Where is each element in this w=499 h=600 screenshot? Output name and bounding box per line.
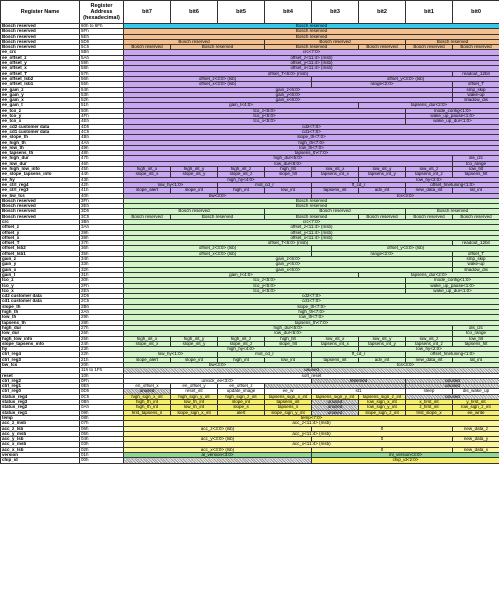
bit-field-cell: slope_sign_y_int bbox=[264, 409, 312, 416]
register-map-table: Register Name Register Address (hexadeci… bbox=[0, 0, 499, 464]
register-row: ee_cd1 customer data 4Ch cd1<7:0> bbox=[0, 128, 499, 136]
register-row: offset_lsb1 35h offset_x<3:0> (lsb) range<2… bbox=[0, 250, 499, 258]
register-row: gain_x 32h gain_x<6:0> shadow_dis bbox=[0, 266, 499, 273]
header-row: Register Name Register Address (hexadeci… bbox=[0, 0, 499, 24]
register-row: ctrl_reg4 22h low_hy<1:0> mot_cd_r ff_cd_r of… bbox=[0, 351, 499, 358]
header-bit2: bit2 bbox=[358, 0, 406, 24]
register-row: acc_x_msb 03h acc_x<11:4> (msb) bbox=[0, 441, 499, 448]
register-row: ee_cd2 customer data 4Dh cd2<7:0> bbox=[0, 123, 499, 130]
bit-field-cell: tapsens_sign_x_int bbox=[264, 393, 312, 401]
register-row: Bosch reserved 3Ch Bosch reserved Bosch res… bbox=[0, 213, 499, 221]
header-bit5: bit5 bbox=[217, 0, 265, 24]
register-row: offset_T 37h offset_T<6:0> (msb) readout_12… bbox=[0, 240, 499, 247]
register-row: bw_tcs 20h bw<3:0> tcs<3:0> bbox=[0, 361, 499, 369]
register-name: chip_id bbox=[0, 457, 80, 464]
register-row: status_reg2 0Ah high_th_int low_th_int slope… bbox=[0, 404, 499, 411]
register-row: version 01h al_version<3:0> ml_version<3:0> bbox=[0, 452, 499, 459]
register-row: ee_tco_z 50h tco_z<5:0> mode_config<1:0> bbox=[0, 107, 499, 115]
register-row: tco_z 30h tco_z<5:0> mode_config<1:0> bbox=[0, 277, 499, 284]
register-row: high_low_info 25h high_int_x high_int_y high… bbox=[0, 335, 499, 342]
register-row: ee_high_dur 47h high_dur<6:0> dis_i2c bbox=[0, 155, 499, 162]
register-row: Bosch reserved 3Dh Bosch reserved Bosch res… bbox=[0, 208, 499, 215]
register-row: status_reg4 0Ch high_sign_x_int high_sign_y… bbox=[0, 393, 499, 401]
register-row: ctrl_reg1 0Eh en_offset_x en_offset_y en_off… bbox=[0, 383, 499, 390]
register-row: ee_slope_tapsens_info 44h slope_int_x slope… bbox=[0, 171, 499, 178]
register-row: ctrl_reg3 21h slope_alert slope_int high_int… bbox=[0, 356, 499, 364]
register-row: acc_z_lsb 06h acc_z<3:0> (lsb) 0 new_data_z bbox=[0, 425, 499, 432]
register-rows: Bosch reserved 60h to 6Fh Bosch reserved Bo… bbox=[0, 22, 499, 464]
register-row: cd1 customer data 2Ch cd1<7:0> bbox=[0, 298, 499, 305]
register-row: Bosch reserved 5Ch Bosch reserved Bosch res… bbox=[0, 44, 499, 51]
register-row: ee_offset_lsb1 55h offset_x<3:0> (lsb) rang… bbox=[0, 81, 499, 88]
register-row: ee_ctrl_reg3 41h slope_alert slope_int high_… bbox=[0, 187, 499, 194]
header-register-address: Register Address (hexadecimal) bbox=[79, 0, 124, 24]
register-row: ee_ctrl_reg4 42h low_hy<1:0> mot_cd_r ff_cd_… bbox=[0, 181, 499, 189]
header-bit0: bit0 bbox=[452, 0, 499, 24]
header-bit6: bit6 bbox=[170, 0, 218, 24]
bit-field-cell: tapsens_sign_y_int bbox=[311, 393, 359, 401]
register-row: ee_gain_t 51h gain_t<4:0> tapsens_dur<2:0> bbox=[0, 102, 499, 109]
register-row: gain_z 34h gain_z<6:0> smp_skip bbox=[0, 256, 499, 263]
register-row: chip_id 00h chip_id<2:0> bbox=[0, 457, 499, 464]
register-row: slope_th 2Bh slope_th<7:0> bbox=[0, 303, 499, 311]
register-row: status_reg3 0Bh high_th_int low_th_int slope… bbox=[0, 399, 499, 406]
bit-field-cell: chip_id<2:0> bbox=[311, 457, 499, 464]
header-bit1: bit1 bbox=[405, 0, 453, 24]
register-row: status_reg1 09h first_tapsens_s slope_sign_… bbox=[0, 409, 499, 416]
register-row: ee_offset_T 57h offset_T<6:0> (msb) readout… bbox=[0, 70, 499, 77]
register-row: ee_low_dur 46h low_dur<6:0> tco_range bbox=[0, 160, 499, 168]
header-bit7: bit7 bbox=[123, 0, 171, 24]
bit-field-cell: slope_sign_x_int bbox=[170, 409, 218, 416]
bit-field-cell: tapsens_sign_z_int bbox=[358, 393, 406, 401]
register-row: slope_tapsens_info 24h slope_int_x slope_in… bbox=[0, 340, 499, 348]
header-bit4: bit4 bbox=[264, 0, 312, 24]
register-row: ctrl_reg0 0Dh unused reset_int update_image e… bbox=[0, 388, 499, 395]
register-row: ee_offset_z 5Ah offset_z<11:4> (msb) bbox=[0, 54, 499, 62]
register-row: acc_x_lsb 02h acc_x<3:0> (lsb) 0 new_data_x bbox=[0, 446, 499, 454]
header-register-name: Register Name bbox=[0, 0, 80, 24]
bit-field-cell: slope_sign_z_int bbox=[358, 409, 406, 416]
register-row: ee_gain_x 52h gain_x<6:0> shadow_dis bbox=[0, 97, 499, 104]
register-row: ee_crc 5Bh crc<7:0> bbox=[0, 49, 499, 56]
register-row: ee_offset_x 58h offset_x<11:4> (msb) bbox=[0, 65, 499, 72]
register-row: ctrl_reg2 0Fh unlock_ee<3:0> reserved unused bbox=[0, 377, 499, 385]
header-bit3: bit3 bbox=[311, 0, 359, 24]
register-row: gain_t 31h gain_t<4:0> tapsens_dur<2:0> bbox=[0, 271, 499, 279]
register-row: acc_z_msb 07h acc_z<11:4> (msb) bbox=[0, 420, 499, 427]
register-row: ee_offset_lsb2 56h offset_z<3:0> (lsb) offs… bbox=[0, 75, 499, 83]
bit-field-cell bbox=[123, 457, 312, 464]
register-row: ee_hy 43h high_hy<4:0> low_hy<2:0> bbox=[0, 176, 499, 183]
register-address: 00h bbox=[79, 457, 124, 464]
register-row: ee_gain_y 53h gain_y<6:0> wake-up bbox=[0, 91, 499, 99]
